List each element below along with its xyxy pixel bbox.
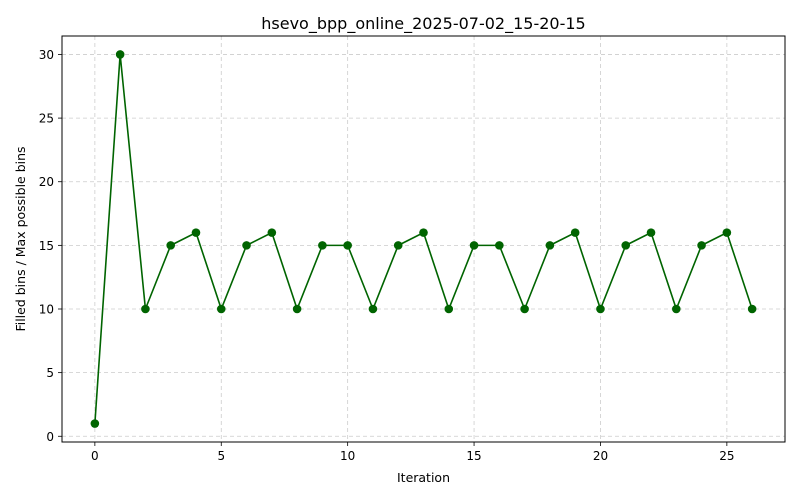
data-point [268,228,277,237]
x-tick-label: 20 [593,449,608,463]
data-point [166,241,175,250]
y-tick-label: 0 [46,430,54,444]
data-point [444,305,453,314]
data-point [723,228,732,237]
data-point [192,228,201,237]
y-tick-label: 5 [46,366,54,380]
x-tick-label: 5 [217,449,225,463]
data-point [369,305,378,314]
y-tick-label: 20 [39,175,54,189]
y-tick-label: 15 [39,239,54,253]
data-point [672,305,681,314]
data-point [571,228,580,237]
chart-title: hsevo_bpp_online_2025-07-02_15-20-15 [261,14,585,34]
x-axis-label: Iteration [397,470,450,485]
data-point [520,305,529,314]
data-point [647,228,656,237]
data-point [91,419,100,428]
data-point [621,241,630,250]
data-point [596,305,605,314]
data-point [293,305,302,314]
y-tick-label: 25 [39,112,54,126]
x-tick-label: 25 [719,449,734,463]
data-point [116,50,125,59]
data-point [217,305,226,314]
y-tick-label: 30 [39,48,54,62]
data-point [394,241,403,250]
data-point [495,241,504,250]
data-point [419,228,428,237]
data-point [470,241,479,250]
data-point [318,241,327,250]
data-point [697,241,706,250]
data-point [242,241,251,250]
data-point [748,305,757,314]
x-tick-label: 15 [466,449,481,463]
data-point [546,241,555,250]
data-point [141,305,150,314]
x-tick-label: 10 [340,449,355,463]
data-point [343,241,352,250]
y-tick-label: 10 [39,303,54,317]
x-tick-label: 0 [91,449,99,463]
y-axis-label: Filled bins / Max possible bins [13,146,28,331]
